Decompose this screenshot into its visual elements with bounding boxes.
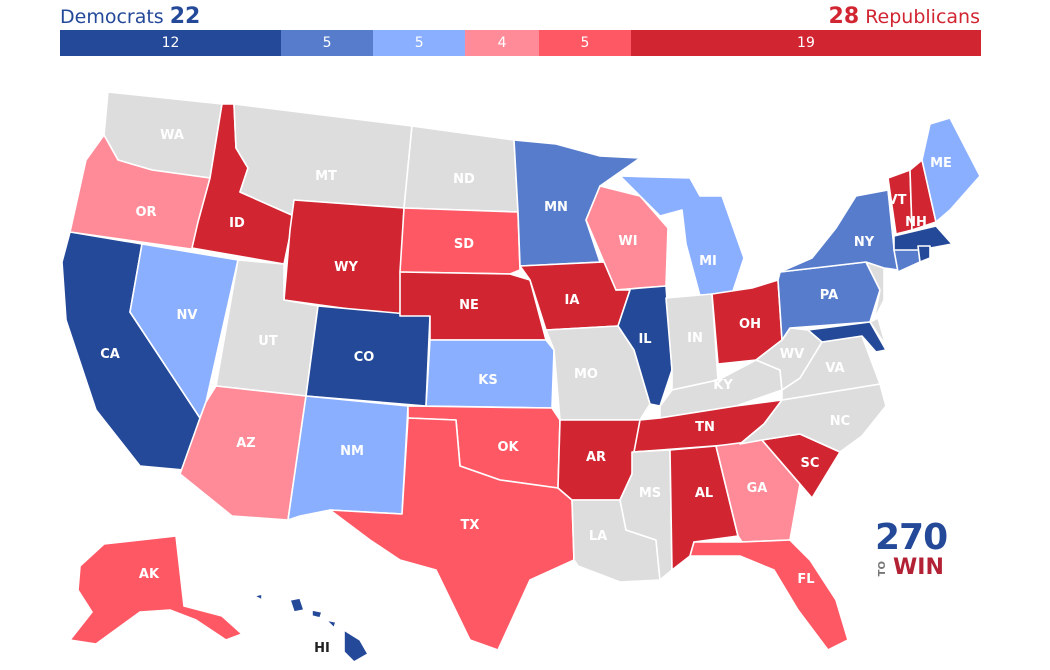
state-ny[interactable] [779,189,899,273]
label-or: OR [135,205,156,220]
label-nh: NH [905,215,927,230]
state-me[interactable] [921,117,981,223]
state-fl[interactable] [689,539,849,651]
tally-lean-dem[interactable]: 5 [373,30,466,56]
label-sc: SC [801,456,820,471]
label-tn: TN [695,420,715,435]
state-tx[interactable] [329,417,575,651]
label-hi: HI [314,641,330,656]
label-va: VA [825,361,844,376]
label-ms: MS [639,486,661,501]
label-nm: NM [340,444,364,459]
label-in: IN [687,331,703,346]
label-az: AZ [236,436,256,451]
label-mt: MT [315,169,337,184]
label-ak: AK [139,567,160,582]
label-oh: OH [739,317,761,332]
label-la: LA [589,529,607,544]
logo-win: WIN [893,555,944,580]
label-co: CO [354,350,375,365]
state-nc[interactable] [739,383,887,453]
logo-number: 270 [875,517,948,558]
rep-label: Republicans [865,6,980,28]
state-ri[interactable] [917,245,931,263]
tally-likely-rep[interactable]: 5 [538,30,631,56]
state-ak[interactable] [69,535,243,645]
state-mt[interactable] [233,103,413,217]
state-ks[interactable] [425,339,555,409]
label-fl: FL [797,572,814,587]
label-ut: UT [258,334,278,349]
tally-lean-rep[interactable]: 4 [465,30,539,56]
state-nd[interactable] [403,125,519,213]
label-ca: CA [100,347,120,362]
seat-tally-bar: 12 5 5 4 5 19 [60,30,981,56]
label-wv: WV [780,347,804,362]
dem-header: Democrats 22 [60,4,200,29]
state-hi[interactable] [253,593,369,663]
label-ok: OK [497,440,519,455]
label-ia: IA [565,293,580,308]
label-mo: MO [574,367,598,382]
label-mn: MN [544,200,568,215]
label-ne: NE [459,298,479,313]
label-ks: KS [478,373,497,388]
label-wi: WI [618,234,637,249]
label-wy: WY [334,260,358,275]
label-nd: ND [453,172,475,187]
tally-safe-rep[interactable]: 19 [630,30,981,56]
label-ga: GA [747,481,768,496]
label-wa: WA [160,128,184,143]
state-sd[interactable] [399,207,521,275]
label-ky: KY [713,378,733,393]
tally-safe-dem[interactable]: 12 [60,30,282,56]
label-al: AL [695,486,713,501]
label-il: IL [638,332,651,347]
dem-total: 22 [169,4,201,29]
state-wy[interactable] [283,199,405,317]
label-ar: AR [586,450,606,465]
label-sd: SD [454,237,474,252]
label-nc: NC [830,414,850,429]
label-id: ID [229,216,245,231]
label-vt: VT [888,193,907,208]
label-pa: PA [820,288,838,303]
logo-to: TO [877,561,888,577]
tally-likely-dem[interactable]: 5 [281,30,374,56]
label-nv: NV [177,308,198,323]
dem-label: Democrats [60,6,164,28]
270towin-logo[interactable]: 270 TO WIN [875,517,948,588]
label-mi: MI [699,254,717,269]
rep-header: 28 Republicans [829,4,980,29]
label-me: ME [930,156,952,171]
label-tx: TX [461,518,480,533]
state-ma[interactable] [893,225,953,251]
rep-total: 28 [828,4,860,29]
label-ny: NY [854,235,875,250]
